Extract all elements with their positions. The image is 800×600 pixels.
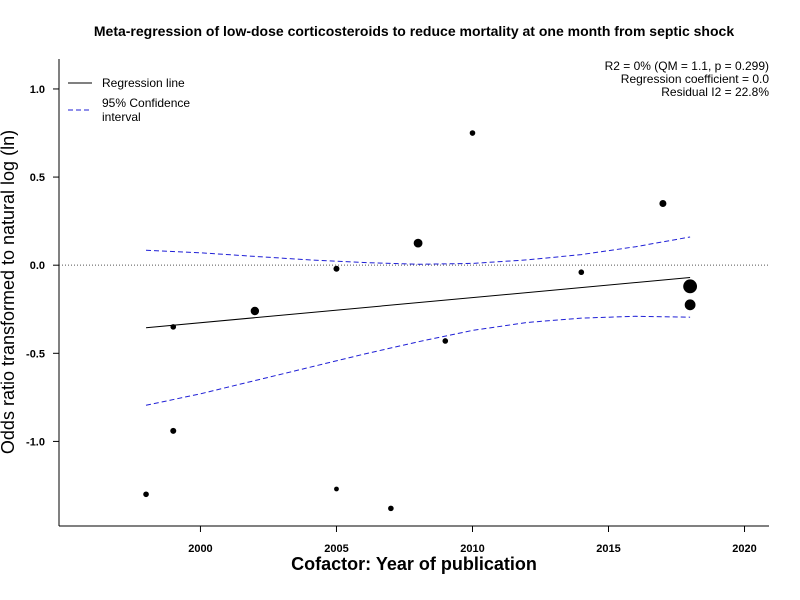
y-axis-ticks: 1.0 0.5 0.0 -0.5 -1.0 [26,84,59,448]
chart-title: Meta-regression of low-dose corticostero… [94,23,734,39]
study-point [469,130,476,136]
legend-ci-label: 95% Confidence [102,96,190,110]
study-point [333,265,340,272]
y-tick-label: 1.0 [30,84,45,96]
study-point [684,299,696,311]
y-axis-label: Odds ratio transformed to natural log (l… [0,130,18,454]
stats-coefficient: Regression coefficient = 0.0 [621,72,770,86]
study-point [683,279,698,294]
study-point [578,269,585,276]
study-point [170,427,177,434]
stats-r2: R2 = 0% (QM = 1.1, p = 0.299) [605,59,769,73]
legend: Regression line 95% Confidence interval [68,76,190,124]
ci-lower-line [145,315,691,406]
x-tick-label: 2010 [460,543,484,555]
x-tick-label: 2020 [732,543,756,555]
plot-area: 2000 2005 2010 2015 2020 1.0 0.5 0.0 -0.5 -1.0 [26,59,769,555]
study-points [143,130,698,512]
study-point [170,324,177,330]
x-axis-label: Cofactor: Year of publication [291,554,537,574]
study-point [413,238,423,248]
x-tick-label: 2000 [188,543,212,555]
y-tick-label: -0.5 [26,348,45,360]
y-tick-label: 0.0 [30,260,45,272]
x-tick-label: 2015 [596,543,620,555]
study-point [388,505,394,512]
x-tick-label: 2005 [324,543,348,555]
y-tick-label: 0.5 [30,172,45,184]
study-point [442,338,449,344]
x-axis-ticks: 2000 2005 2010 2015 2020 [188,526,757,555]
study-point [659,200,667,208]
legend-ci-label-cont: interval [102,110,141,124]
study-point [143,491,149,498]
ci-upper-line [145,236,691,265]
legend-regression-label: Regression line [102,76,185,90]
y-tick-label: -1.0 [26,436,45,448]
stats-box: R2 = 0% (QM = 1.1, p = 0.299) Regression… [605,59,770,99]
study-point [334,486,339,492]
study-point [250,306,260,316]
stats-residual-i2: Residual I2 = 22.8% [661,85,769,99]
regression-line [146,277,691,329]
